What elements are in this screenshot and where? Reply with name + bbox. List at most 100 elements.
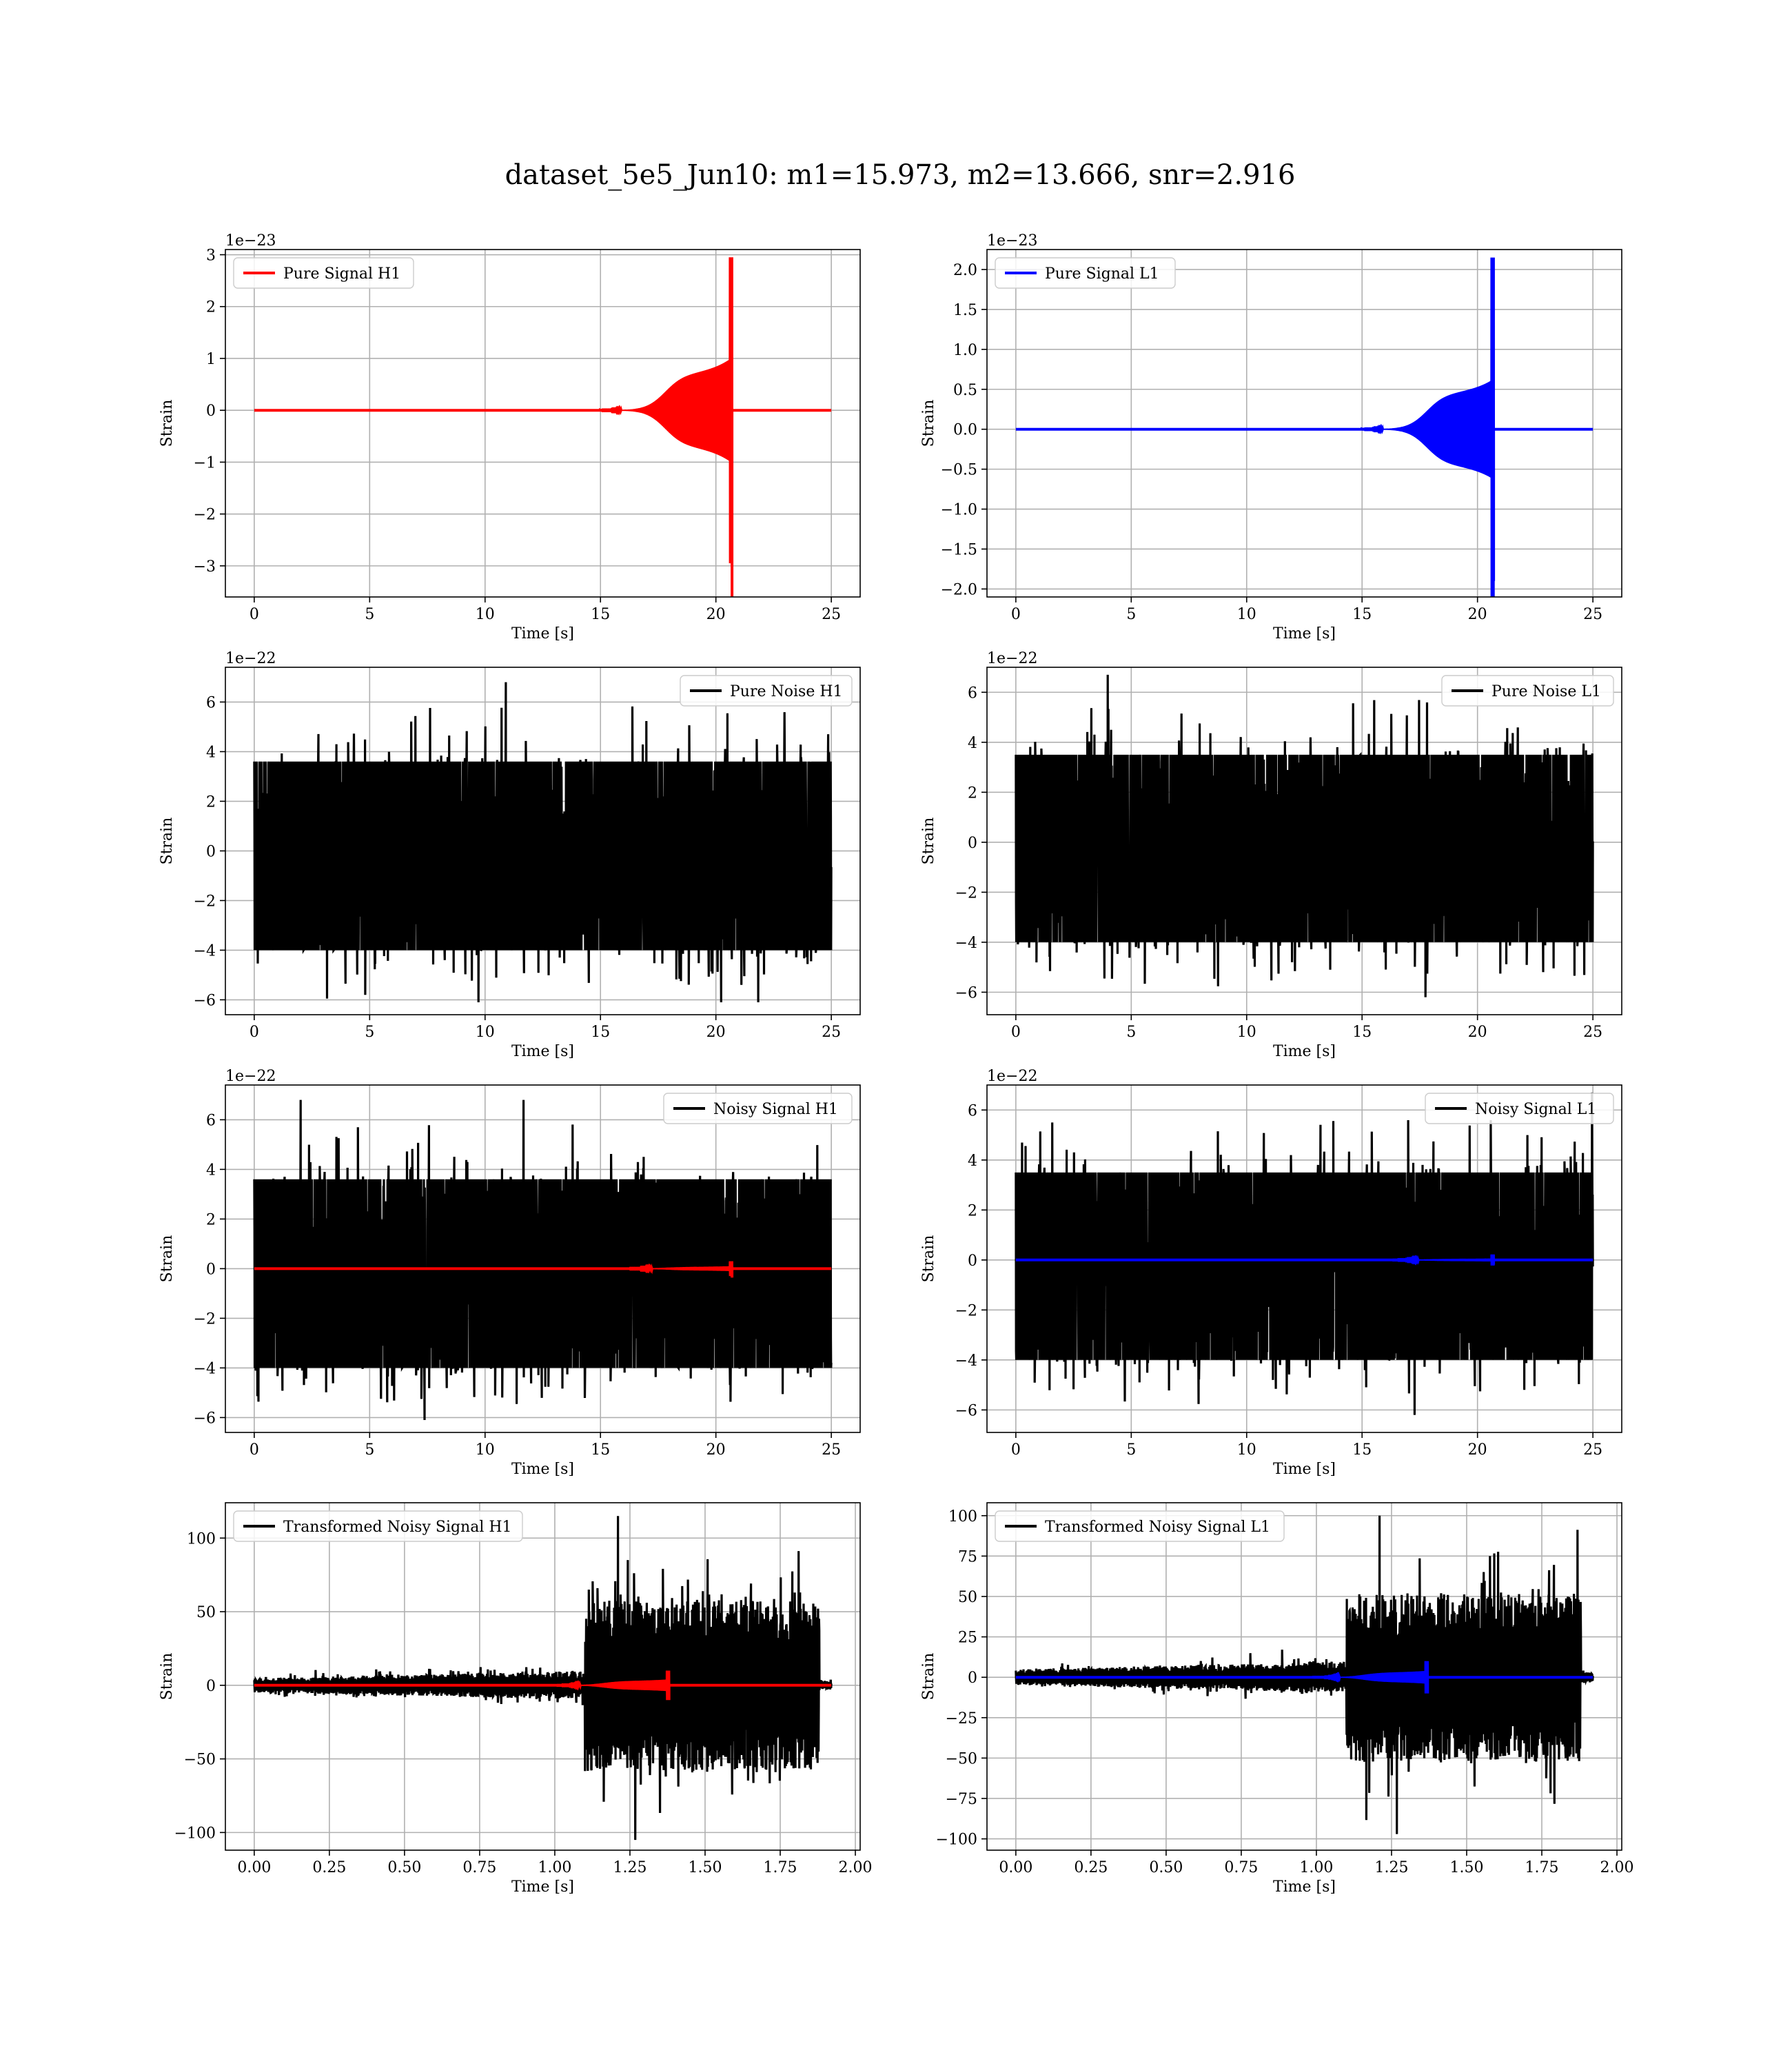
x-tick-label: 0.00 — [999, 1859, 1032, 1876]
y-tick-label: −2 — [955, 1302, 977, 1319]
x-tick-label: 0 — [1011, 1441, 1021, 1459]
x-tick-label: 1.25 — [613, 1859, 646, 1876]
x-tick-label: 10 — [476, 1024, 495, 1041]
axes-frame — [986, 249, 1622, 598]
plot-area — [254, 257, 832, 597]
plot-area — [1015, 257, 1594, 597]
x-tick-label: 10 — [1237, 606, 1256, 623]
y-axis-label: Strain — [920, 1235, 937, 1283]
series-line-transformed-noisy-signal-h1 — [253, 1516, 833, 1841]
y-tick-label: −4 — [955, 935, 977, 952]
x-tick-label: 20 — [706, 606, 726, 623]
y-tick-label: 50 — [958, 1589, 977, 1606]
x-tick-label: 25 — [822, 606, 841, 623]
y-tick-label: −4 — [194, 942, 216, 960]
legend-box — [995, 1510, 1285, 1542]
y-tick-label: 1.0 — [953, 342, 977, 359]
x-tick-label: 1.00 — [538, 1859, 571, 1876]
y-tick-label: −2 — [194, 1310, 216, 1328]
x-tick-label: 0.50 — [387, 1859, 421, 1876]
y-tick-label: 2.0 — [953, 262, 977, 279]
x-axis-label: Time [s] — [1273, 1461, 1336, 1478]
legend-box — [663, 1093, 853, 1124]
axes-frame — [986, 667, 1622, 1015]
legend: Transformed Noisy Signal H1 — [233, 1510, 523, 1542]
x-tick-label: 10 — [1237, 1024, 1256, 1041]
y-axis-label: Strain — [920, 400, 937, 447]
x-tick-label: 1.50 — [688, 1859, 722, 1876]
y-tick-label: 2 — [206, 1211, 216, 1228]
x-tick-label: 2.00 — [1600, 1859, 1634, 1876]
axes-frame — [986, 1502, 1622, 1851]
legend-box — [1441, 675, 1614, 707]
y-tick-label: −1.0 — [941, 502, 977, 519]
subplot-6: 0 5 10 15 20 25 −6 −4 −2 0 2 4 6 Time [s] Strain 1e−22 N… — [920, 1068, 1622, 1478]
subplot-4: 0 5 10 15 20 25 −6 −4 −2 0 2 4 6 Time [s] Strain 1e−22 P… — [920, 650, 1622, 1060]
x-axis-label: Time [s] — [511, 1043, 574, 1060]
axes-frame — [225, 667, 861, 1015]
legend-label: Noisy Signal H1 — [713, 1101, 838, 1118]
series-line-red-signal — [254, 1261, 832, 1278]
x-tick-label: 15 — [591, 1024, 610, 1041]
y-tick-label: −75 — [946, 1791, 977, 1808]
x-tick-label: 20 — [706, 1024, 726, 1041]
subplot-2: 0 5 10 15 20 25 −2.0 −1.5 −1.0 −0.5 0.0 0.5 1.0 1.5 2.… — [920, 232, 1622, 642]
legend: Pure Noise H1 — [680, 675, 853, 707]
y-tick-label: −2 — [194, 507, 216, 524]
x-tick-label: 0.75 — [1224, 1859, 1258, 1876]
x-tick-label: 1.75 — [1525, 1859, 1559, 1876]
x-tick-label: 0 — [250, 606, 259, 623]
x-tick-label: 0.25 — [1074, 1859, 1108, 1876]
x-tick-label: 15 — [1352, 606, 1372, 623]
x-tick-label: 20 — [1468, 1024, 1487, 1041]
legend-box — [1425, 1093, 1614, 1124]
x-axis-label: Time [s] — [1273, 1878, 1336, 1896]
x-tick-label: 5 — [1126, 1024, 1136, 1041]
plot-area — [1015, 1092, 1594, 1415]
axis-offset-text: 1e−23 — [225, 232, 276, 250]
legend-box — [680, 675, 853, 707]
subplot-7: 0.00 0.25 0.50 0.75 1.00 1.25 1.50 1.75 2.00 −100… — [159, 1502, 873, 1896]
y-tick-label: 3 — [206, 247, 216, 265]
y-tick-label: 2 — [968, 784, 977, 802]
x-tick-label: 10 — [1237, 1441, 1256, 1459]
y-axis-label: Strain — [920, 1653, 937, 1701]
legend-label: Pure Noise L1 — [1491, 683, 1601, 700]
series-line-pure-signal-h1 — [254, 257, 832, 597]
y-tick-label: −1 — [194, 454, 216, 472]
x-tick-label: 20 — [706, 1441, 726, 1459]
legend-label: Noisy Signal L1 — [1475, 1101, 1596, 1118]
x-tick-label: 15 — [591, 1441, 610, 1459]
y-tick-label: 2 — [968, 1202, 977, 1219]
x-tick-label: 0.25 — [312, 1859, 346, 1876]
y-tick-label: 2 — [206, 793, 216, 811]
series-line-pure-signal-l1 — [1015, 257, 1594, 597]
y-tick-label: 100 — [948, 1508, 977, 1525]
y-tick-label: 6 — [206, 694, 216, 711]
x-tick-label: 25 — [1583, 606, 1602, 623]
x-tick-label: 1.00 — [1299, 1859, 1333, 1876]
y-tick-label: −0.5 — [941, 462, 977, 479]
y-tick-label: 4 — [206, 1162, 216, 1179]
y-tick-label: 50 — [196, 1604, 216, 1621]
y-tick-label: 0 — [206, 1678, 216, 1695]
series-line-pure-noise-h1 — [253, 682, 833, 1003]
y-tick-label: −1.5 — [941, 541, 977, 558]
y-tick-label: −2 — [955, 884, 977, 902]
legend-label: Transformed Noisy Signal H1 — [283, 1519, 512, 1536]
legend: Pure Signal L1 — [995, 257, 1176, 289]
x-axis-label: Time [s] — [1273, 625, 1336, 642]
y-tick-label: 2 — [206, 299, 216, 316]
x-axis-label: Time [s] — [1273, 1043, 1336, 1060]
axis-offset-text: 1e−22 — [225, 1068, 276, 1085]
legend: Noisy Signal H1 — [663, 1093, 853, 1124]
y-tick-label: 6 — [968, 685, 977, 702]
axis-offset-text: 1e−22 — [987, 650, 1037, 667]
y-axis-label: Strain — [159, 1235, 176, 1283]
x-tick-label: 25 — [1583, 1024, 1602, 1041]
x-tick-label: 1.75 — [764, 1859, 797, 1876]
x-tick-label: 0 — [1011, 1024, 1021, 1041]
x-tick-label: 0.50 — [1149, 1859, 1183, 1876]
y-tick-label: −50 — [946, 1750, 977, 1767]
legend-box — [995, 257, 1176, 289]
